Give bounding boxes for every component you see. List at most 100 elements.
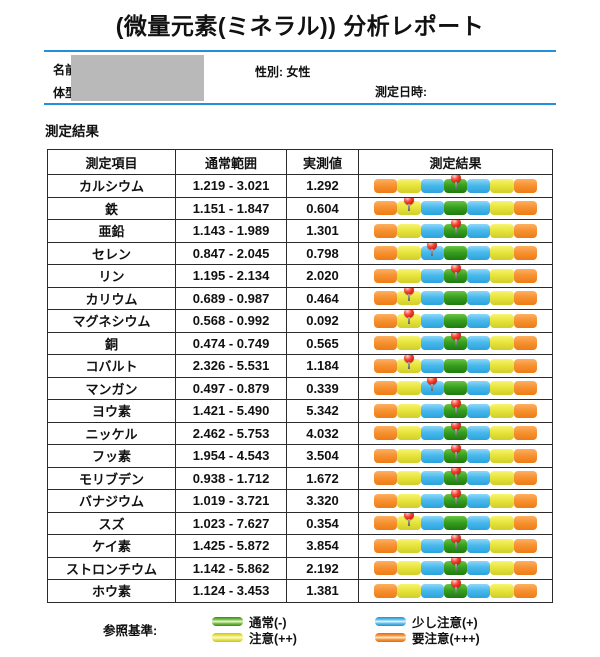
bar-segment-green	[443, 201, 468, 216]
bar-segment-orange	[513, 448, 537, 463]
bar-segment-yellow	[397, 268, 421, 283]
pin-head-icon	[450, 265, 461, 273]
legend-label: 注意(++)	[249, 632, 297, 646]
legend-label: 少し注意(+)	[412, 616, 478, 630]
bar-segment-yellow	[490, 246, 514, 261]
pin-needle-icon	[431, 249, 434, 257]
result-cell	[358, 399, 553, 423]
bar-segment-yellow	[490, 201, 514, 216]
result-bar	[374, 490, 537, 508]
result-pin	[427, 377, 438, 392]
section-title: 測定結果	[45, 124, 99, 139]
result-pin	[450, 220, 461, 234]
result-cell	[358, 444, 553, 468]
bar-segment-orange	[374, 313, 398, 328]
range-cell: 0.568 - 0.992	[175, 309, 287, 333]
result-bar	[374, 265, 537, 283]
result-bar	[374, 445, 537, 463]
bar-segment-orange	[513, 516, 537, 531]
bar-segment-blue	[467, 178, 491, 193]
bar-segment-blue	[420, 426, 444, 441]
bar-segment-blue	[420, 313, 444, 328]
item-cell: ストロンチウム	[47, 556, 176, 580]
pin-needle-icon	[431, 384, 434, 392]
value-cell: 0.565	[286, 331, 359, 355]
bar-segment-blue	[420, 178, 444, 193]
bar-segment-orange	[374, 448, 398, 463]
pin-head-icon	[404, 355, 415, 363]
table-row: ホウ素 1.124 - 3.453 1.381	[47, 579, 553, 603]
bar-segment-orange	[513, 268, 537, 283]
bar-segment-blue	[467, 426, 491, 441]
range-cell: 1.151 - 1.847	[175, 196, 287, 220]
bar-segment-yellow	[490, 516, 514, 531]
bar-segment-yellow	[490, 336, 514, 351]
table-row: モリブデン 0.938 - 1.712 1.672	[47, 466, 553, 490]
bar-segment-green	[443, 381, 468, 396]
table-row: バナジウム 1.019 - 3.721 3.320	[47, 489, 553, 513]
item-cell: マグネシウム	[47, 309, 176, 333]
value-cell: 2.020	[286, 264, 359, 288]
bar-segment-orange	[374, 493, 398, 508]
bar-segment-yellow	[397, 336, 421, 351]
result-bar	[374, 535, 537, 553]
bar-segment-orange	[374, 538, 398, 553]
result-cell	[358, 331, 553, 355]
item-cell: 銅	[47, 331, 176, 355]
item-cell: フッ素	[47, 444, 176, 468]
range-cell: 1.142 - 5.862	[175, 556, 287, 580]
legend-title: 参照基準:	[103, 624, 158, 638]
result-bar	[374, 332, 537, 351]
pin-needle-icon	[454, 226, 457, 234]
bar-segment-yellow	[397, 561, 421, 576]
bar-segment-orange	[374, 381, 398, 396]
value-cell: 1.292	[286, 174, 359, 198]
bar-segment-blue	[467, 291, 491, 306]
item-cell: バナジウム	[47, 489, 176, 513]
bar-segment-yellow	[490, 448, 514, 463]
bar-segment-yellow	[397, 426, 421, 441]
range-cell: 1.421 - 5.490	[175, 399, 287, 423]
pin-head-icon	[450, 175, 461, 183]
bar-segment-green	[443, 291, 468, 306]
result-cell	[358, 579, 553, 603]
bar-segment-yellow	[490, 178, 514, 193]
result-cell	[358, 421, 553, 445]
value-cell: 1.672	[286, 466, 359, 490]
legend-label: 通常(-)	[249, 616, 287, 630]
range-cell: 1.023 - 7.627	[175, 511, 287, 535]
value-cell: 0.798	[286, 241, 359, 265]
item-cell: 鉄	[47, 196, 176, 220]
bar-segment-yellow	[490, 493, 514, 508]
legend-grid: 通常(-) 少し注意(+) 注意(++) 要注意(+++)	[212, 614, 538, 646]
value-cell: 1.184	[286, 354, 359, 378]
value-cell: 3.854	[286, 534, 359, 558]
range-cell: 0.689 - 0.987	[175, 286, 287, 310]
pin-needle-icon	[454, 541, 457, 549]
bar-segment-yellow	[490, 403, 514, 418]
divider-line-top	[44, 50, 556, 52]
range-cell: 0.938 - 1.712	[175, 466, 287, 490]
table-row: カルシウム 1.219 - 3.021 1.292	[47, 174, 553, 198]
datetime-label: 測定日時:	[375, 85, 427, 99]
result-pin	[450, 467, 461, 482]
bar-segment-orange	[374, 201, 398, 216]
value-cell: 0.464	[286, 286, 359, 310]
bar-segment-orange	[513, 403, 537, 418]
range-cell: 1.124 - 3.453	[175, 579, 287, 603]
pin-needle-icon	[454, 406, 457, 414]
item-cell: 亜鉛	[47, 219, 176, 243]
bar-segment-orange	[374, 291, 398, 306]
pin-needle-icon	[454, 429, 457, 437]
legend-chip-green-icon	[212, 617, 243, 626]
table-row: 鉄 1.151 - 1.847 0.604	[47, 196, 553, 220]
bar-segment-blue	[420, 268, 444, 283]
bar-segment-yellow	[490, 291, 514, 306]
bar-segment-yellow	[490, 268, 514, 283]
bar-segment-yellow	[397, 223, 421, 238]
result-bar	[374, 355, 537, 373]
bar-segment-orange	[374, 268, 398, 283]
result-cell	[358, 286, 553, 310]
table-row: 銅 0.474 - 0.749 0.565	[47, 331, 553, 355]
pin-needle-icon	[454, 451, 457, 459]
